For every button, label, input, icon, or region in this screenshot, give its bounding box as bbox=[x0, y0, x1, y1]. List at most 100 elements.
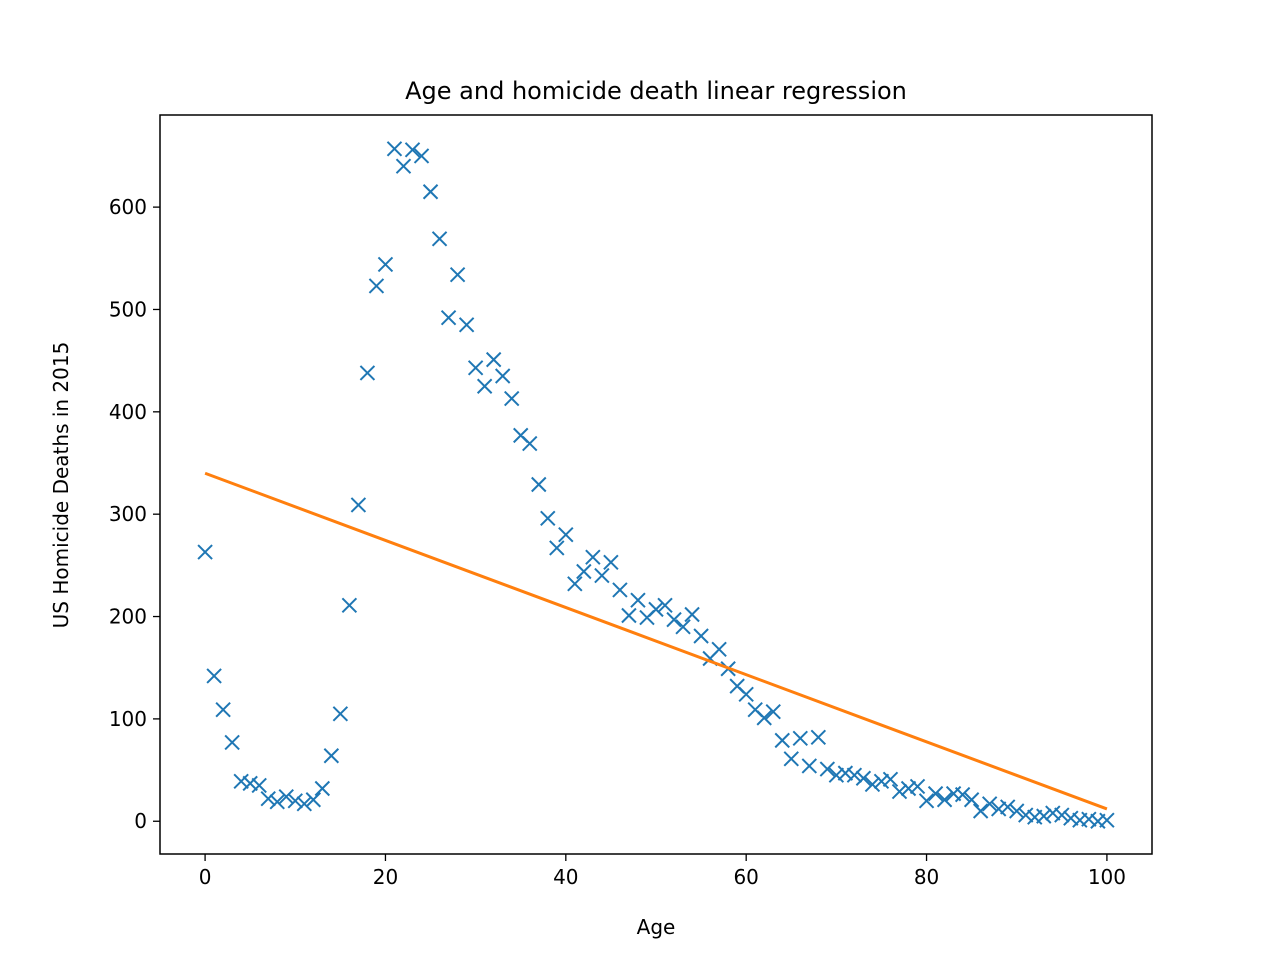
data-point-marker bbox=[882, 771, 899, 787]
data-point-marker bbox=[936, 792, 953, 808]
data-point-marker bbox=[341, 597, 358, 613]
data-point-marker bbox=[801, 758, 818, 774]
y-tick-label: 200 bbox=[109, 605, 147, 629]
x-tick-label: 60 bbox=[733, 865, 758, 889]
data-point-marker bbox=[1036, 808, 1052, 824]
data-point-marker bbox=[666, 611, 682, 628]
x-axis-ticks: 0 20 40 60 80 100 bbox=[199, 854, 1126, 889]
data-point-marker bbox=[359, 365, 376, 381]
x-tick-label: 80 bbox=[914, 865, 939, 889]
data-point-marker bbox=[1063, 810, 1079, 826]
data-point-marker bbox=[494, 368, 511, 384]
y-axis-ticks: 0 100 200 300 400 500 600 bbox=[109, 195, 160, 833]
data-point-marker bbox=[810, 729, 827, 746]
data-point-marker bbox=[305, 792, 322, 808]
data-point-marker bbox=[540, 510, 556, 526]
data-point-marker bbox=[377, 256, 394, 273]
data-point-marker bbox=[819, 761, 836, 777]
data-point-marker bbox=[440, 309, 457, 326]
data-point-marker bbox=[1099, 812, 1115, 828]
data-point-marker bbox=[765, 704, 781, 720]
data-point-marker bbox=[774, 732, 790, 749]
data-point-marker bbox=[260, 791, 276, 807]
data-point-marker bbox=[386, 141, 403, 157]
data-point-marker bbox=[1000, 799, 1016, 815]
data-point-marker bbox=[1009, 803, 1025, 819]
data-point-marker bbox=[990, 801, 1007, 817]
data-point-marker bbox=[981, 796, 998, 812]
x-tick-label: 20 bbox=[373, 865, 398, 889]
series-layer bbox=[197, 141, 1115, 829]
data-point-marker bbox=[269, 794, 285, 810]
data-point-marker bbox=[404, 142, 421, 158]
x-tick-label: 40 bbox=[553, 865, 578, 889]
data-point-marker bbox=[278, 788, 294, 805]
x-axis-label: Age bbox=[637, 915, 676, 939]
y-tick-label: 500 bbox=[109, 297, 147, 321]
data-point-marker bbox=[368, 278, 385, 294]
data-point-marker bbox=[458, 317, 475, 333]
data-point-marker bbox=[395, 158, 412, 174]
data-point-marker bbox=[963, 792, 980, 808]
y-axis-label: US Homicide Deaths in 2015 bbox=[49, 342, 73, 629]
data-point-marker bbox=[657, 597, 673, 613]
plot-area-frame bbox=[159, 114, 1153, 855]
data-point-marker bbox=[522, 435, 538, 452]
y-tick-label: 400 bbox=[109, 400, 147, 424]
data-point-marker bbox=[485, 351, 502, 368]
data-point-marker bbox=[476, 378, 493, 394]
data-point-marker bbox=[711, 641, 727, 657]
data-point-marker bbox=[918, 793, 935, 809]
data-point-marker bbox=[927, 785, 944, 802]
data-point-marker bbox=[296, 796, 312, 812]
data-point-marker bbox=[1054, 807, 1070, 823]
data-point-marker bbox=[197, 544, 213, 560]
data-point-marker bbox=[314, 780, 331, 797]
data-point-marker bbox=[350, 497, 367, 513]
data-point-marker bbox=[422, 184, 439, 200]
data-point-marker bbox=[558, 526, 574, 543]
data-point-marker bbox=[783, 751, 799, 767]
data-point-marker bbox=[891, 783, 908, 800]
data-point-marker bbox=[287, 793, 303, 809]
data-point-marker bbox=[449, 266, 466, 283]
regression-line bbox=[204, 471, 1108, 811]
data-point-marker bbox=[594, 567, 610, 584]
data-point-marker bbox=[630, 592, 646, 608]
data-point-marker bbox=[612, 582, 628, 598]
data-point-marker bbox=[648, 601, 664, 618]
data-point-marker bbox=[792, 730, 808, 747]
data-point-marker bbox=[684, 606, 700, 623]
data-point-marker bbox=[756, 710, 772, 726]
data-point-marker bbox=[549, 540, 565, 556]
data-point-marker bbox=[873, 773, 890, 790]
data-point-marker bbox=[323, 748, 340, 764]
data-point-marker bbox=[567, 576, 583, 592]
data-point-marker bbox=[431, 231, 448, 247]
data-point-marker bbox=[332, 706, 349, 722]
data-point-marker bbox=[242, 775, 258, 792]
data-point-marker bbox=[738, 686, 754, 703]
data-point-marker bbox=[585, 549, 601, 565]
x-tick-label: 0 bbox=[199, 865, 212, 889]
data-point-marker bbox=[224, 734, 240, 751]
data-point-marker bbox=[603, 554, 619, 570]
data-point-marker bbox=[828, 767, 845, 783]
data-point-marker bbox=[215, 701, 231, 718]
data-point-marker bbox=[864, 776, 881, 793]
data-point-marker bbox=[1081, 811, 1097, 827]
data-point-marker bbox=[251, 777, 267, 794]
data-point-marker bbox=[909, 778, 926, 795]
data-point-marker bbox=[954, 786, 971, 803]
y-tick-label: 100 bbox=[109, 707, 147, 731]
data-point-marker bbox=[467, 360, 484, 376]
data-point-marker bbox=[693, 628, 709, 644]
data-point-marker bbox=[621, 607, 637, 624]
data-point-marker bbox=[233, 773, 249, 790]
y-tick-label: 300 bbox=[109, 502, 147, 526]
x-tick-label: 100 bbox=[1088, 865, 1126, 889]
data-point-marker bbox=[413, 148, 430, 164]
y-tick-label: 0 bbox=[134, 809, 147, 833]
